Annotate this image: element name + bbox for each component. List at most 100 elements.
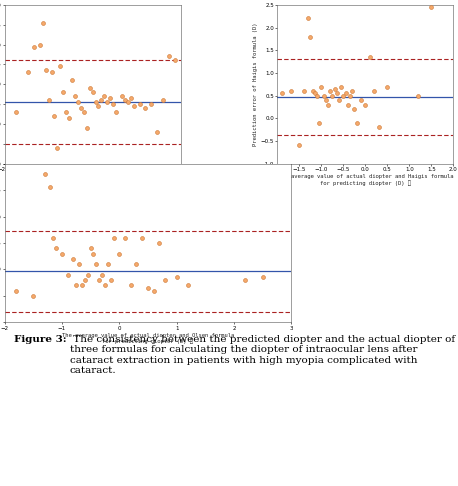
Point: [12, 287, 20, 295]
Point: [53, 244, 60, 252]
Point: [130, 102, 137, 110]
Point: [340, 92, 347, 100]
Point: [150, 287, 158, 295]
Point: [333, 89, 340, 97]
Point: [57, 63, 64, 70]
Point: [331, 85, 338, 93]
Point: [278, 89, 285, 97]
Point: [54, 144, 61, 152]
Point: [89, 88, 96, 96]
Point: [322, 96, 329, 104]
Point: [87, 244, 94, 252]
Point: [65, 114, 73, 122]
Point: [307, 33, 314, 40]
Point: [127, 281, 134, 289]
Point: [320, 92, 327, 100]
Point: [344, 101, 351, 108]
Point: [156, 239, 163, 247]
Point: [74, 98, 82, 106]
Point: [366, 53, 373, 61]
Point: [90, 250, 97, 258]
Point: [84, 271, 92, 278]
Point: [121, 234, 129, 242]
Point: [313, 92, 321, 100]
Point: [107, 276, 114, 284]
Y-axis label: Prediction error of Haigis formula (D): Prediction error of Haigis formula (D): [253, 22, 258, 146]
Point: [30, 43, 38, 51]
Point: [83, 124, 90, 132]
Point: [353, 119, 360, 127]
Point: [371, 87, 378, 95]
Point: [287, 87, 294, 95]
Point: [327, 87, 334, 95]
Point: [81, 276, 88, 284]
Point: [144, 284, 152, 292]
Point: [39, 19, 46, 27]
Point: [92, 98, 99, 106]
Point: [64, 271, 71, 278]
Point: [109, 100, 117, 108]
Point: [136, 100, 143, 108]
Point: [242, 276, 249, 284]
Point: [428, 3, 435, 11]
Point: [153, 128, 161, 136]
Point: [73, 281, 80, 289]
Point: [133, 260, 140, 268]
Point: [36, 41, 44, 49]
Point: [112, 108, 120, 116]
Point: [98, 271, 106, 278]
Point: [110, 234, 117, 242]
Point: [139, 234, 146, 242]
Point: [104, 98, 111, 106]
Point: [259, 274, 267, 281]
Point: [42, 67, 49, 74]
Point: [316, 119, 323, 127]
X-axis label: The average value of actual diopter and SRK/T formula
for predicting diopter (D): The average value of actual diopter and …: [6, 174, 179, 186]
Point: [71, 92, 79, 100]
Text: Figure 3:: Figure 3:: [14, 335, 66, 344]
Point: [51, 112, 58, 120]
Point: [296, 141, 303, 149]
Point: [77, 104, 85, 112]
Point: [13, 108, 20, 116]
Point: [127, 94, 134, 102]
Point: [349, 87, 356, 95]
Point: [58, 250, 65, 258]
X-axis label: The average value of actual diopter and Haigis formula
for predicting diopter (D: The average value of actual diopter and …: [278, 174, 453, 186]
Point: [96, 276, 103, 284]
Point: [70, 255, 77, 263]
Point: [76, 260, 83, 268]
Point: [384, 83, 391, 90]
X-axis label: The average value of actual diopter and Olsen formula
for predicting diopter (D): The average value of actual diopter and …: [62, 333, 234, 345]
Text: The consistency between the predicted diopter and the actual diopter of three fo: The consistency between the predicted di…: [70, 335, 455, 375]
Point: [351, 105, 358, 113]
Point: [24, 69, 32, 76]
Point: [107, 94, 114, 102]
Point: [98, 96, 105, 104]
Point: [185, 281, 192, 289]
Point: [45, 96, 52, 104]
Point: [171, 56, 179, 64]
Point: [124, 98, 131, 106]
Point: [49, 234, 57, 242]
Point: [173, 274, 180, 281]
Point: [342, 89, 349, 97]
Point: [311, 89, 318, 97]
Point: [414, 92, 422, 100]
Point: [68, 76, 76, 84]
Point: [159, 96, 167, 104]
Point: [30, 292, 37, 300]
Point: [47, 184, 54, 191]
Point: [142, 104, 149, 112]
Point: [324, 101, 332, 108]
Point: [41, 170, 49, 178]
Point: [318, 83, 325, 90]
Point: [305, 15, 312, 22]
Point: [60, 88, 67, 96]
Point: [93, 260, 100, 268]
Point: [335, 96, 343, 104]
Point: [80, 108, 87, 116]
Point: [48, 69, 55, 76]
Point: [95, 102, 102, 110]
Point: [375, 123, 382, 131]
